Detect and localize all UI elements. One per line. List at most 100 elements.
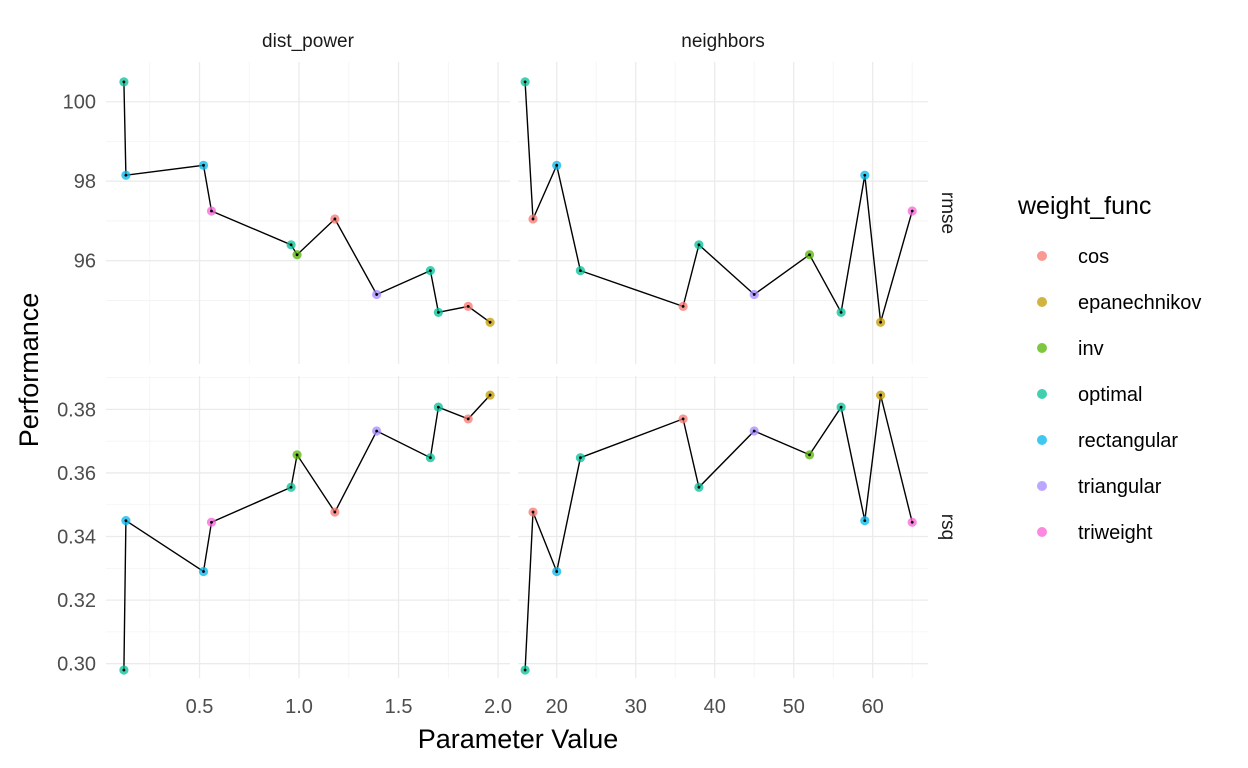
- strip-label-neighbors: neighbors: [681, 31, 764, 52]
- labels-layer: Parameter Value Performance dist_power ne…: [14, 31, 958, 754]
- strip-label-rsq: rsq: [937, 514, 958, 540]
- data-point-core: [333, 217, 337, 221]
- data-point-core: [466, 417, 470, 421]
- x-tick-label: 20: [546, 696, 568, 718]
- data-point-core: [752, 293, 756, 296]
- legend-label: cos: [1078, 246, 1109, 268]
- x-tick-label: 0.5: [186, 696, 214, 718]
- series-line: [524, 394, 913, 671]
- data-point-core: [210, 209, 213, 213]
- data-point-core: [124, 173, 128, 177]
- y-axis-title: Performance: [14, 293, 44, 448]
- data-point-core: [333, 510, 337, 514]
- data-point-core: [531, 510, 535, 514]
- legend-key-dot: [1037, 481, 1047, 491]
- legend-entry-triangular: triangular: [1037, 476, 1162, 498]
- y-tick-label: 100: [63, 92, 96, 114]
- legend-title: weight_func: [1017, 192, 1151, 220]
- legend-entry-optimal: optimal: [1037, 384, 1142, 406]
- data-point-core: [752, 429, 756, 433]
- data-point-core: [289, 243, 293, 247]
- x-tick-label: 1.0: [285, 696, 313, 718]
- data-point-core: [863, 519, 867, 523]
- legend-key-dot: [1037, 343, 1047, 353]
- panel-grid: [106, 62, 510, 364]
- legend-label: inv: [1078, 338, 1104, 360]
- y-tick-label: 0.34: [57, 527, 96, 549]
- series-line: [123, 394, 491, 671]
- x-tick-label: 30: [625, 696, 647, 718]
- data-point-core: [879, 393, 883, 397]
- legend-entry-cos: cos: [1037, 246, 1109, 268]
- legend: weight_func cos epanechnikov inv optimal rec…: [1017, 192, 1201, 544]
- x-tick-label: 40: [704, 696, 726, 718]
- data-point-core: [428, 269, 432, 273]
- x-axis-title: Parameter Value: [418, 724, 619, 754]
- data-point-core: [839, 405, 843, 409]
- x-tick-label: 60: [862, 696, 884, 718]
- y-tick-label: 0.32: [57, 590, 96, 612]
- data-point-core: [202, 163, 205, 167]
- data-point-core: [697, 243, 701, 247]
- data-point-core: [555, 570, 559, 573]
- data-point-core: [375, 429, 379, 433]
- legend-key-dot: [1037, 527, 1047, 537]
- data-point-core: [295, 453, 299, 457]
- data-point-core: [289, 485, 293, 489]
- panel-neighbors-rmse: [520, 77, 917, 327]
- strip-label-dist_power: dist_power: [262, 31, 355, 52]
- legend-key-dot: [1037, 389, 1047, 399]
- data-point-core: [531, 217, 535, 221]
- x-tick-label: 1.5: [385, 696, 413, 718]
- panel-grid: [518, 62, 928, 364]
- y-tick-label: 98: [74, 171, 96, 193]
- data-point-core: [879, 320, 883, 324]
- panel-neighbors-rsq: [520, 390, 917, 675]
- data-point-core: [579, 269, 582, 273]
- data-point-core: [436, 405, 440, 409]
- y-tick-label: 96: [74, 251, 96, 273]
- data-point-core: [697, 485, 701, 489]
- y-tick-label: 0.38: [57, 399, 96, 421]
- data-point-core: [122, 668, 126, 672]
- data-point-core: [488, 393, 492, 397]
- data-point-core: [681, 304, 685, 308]
- legend-key-dot: [1037, 297, 1047, 307]
- y-tick-label: 0.30: [57, 654, 96, 676]
- legend-key-dot: [1037, 251, 1047, 261]
- legend-label: epanechnikov: [1078, 292, 1201, 314]
- data-point-core: [428, 456, 432, 460]
- legend-label: rectangular: [1078, 430, 1178, 452]
- panel-grid: [106, 376, 510, 678]
- data-point-core: [295, 253, 299, 257]
- strip-label-rmse: rmse: [937, 192, 958, 234]
- legend-entry-rectangular: rectangular: [1037, 430, 1178, 452]
- panels-layer: [106, 62, 928, 678]
- legend-label: triangular: [1078, 476, 1162, 498]
- data-point-core: [910, 520, 914, 524]
- data-point-core: [488, 320, 492, 324]
- panel-grid: [518, 376, 928, 678]
- data-point-core: [808, 453, 811, 457]
- data-point-core: [523, 80, 527, 84]
- data-point-core: [681, 417, 685, 421]
- data-point-core: [436, 310, 440, 314]
- y-tick-label: 0.36: [57, 463, 96, 485]
- series-line: [524, 81, 913, 323]
- x-tick-label: 2.0: [484, 696, 512, 718]
- data-point-core: [910, 209, 914, 213]
- legend-entry-epanechnikov: epanechnikov: [1037, 292, 1201, 314]
- panel-dist_power-rmse: [119, 77, 495, 327]
- data-point-core: [808, 253, 811, 257]
- data-point-core: [375, 293, 379, 296]
- data-point-core: [839, 310, 843, 314]
- data-point-core: [555, 163, 559, 167]
- data-point-core: [579, 456, 582, 460]
- data-point-core: [202, 570, 205, 573]
- legend-key-dot: [1037, 435, 1047, 445]
- data-point-core: [124, 519, 128, 523]
- data-point-core: [122, 80, 126, 84]
- data-point-core: [863, 173, 867, 177]
- legend-label: optimal: [1078, 384, 1142, 406]
